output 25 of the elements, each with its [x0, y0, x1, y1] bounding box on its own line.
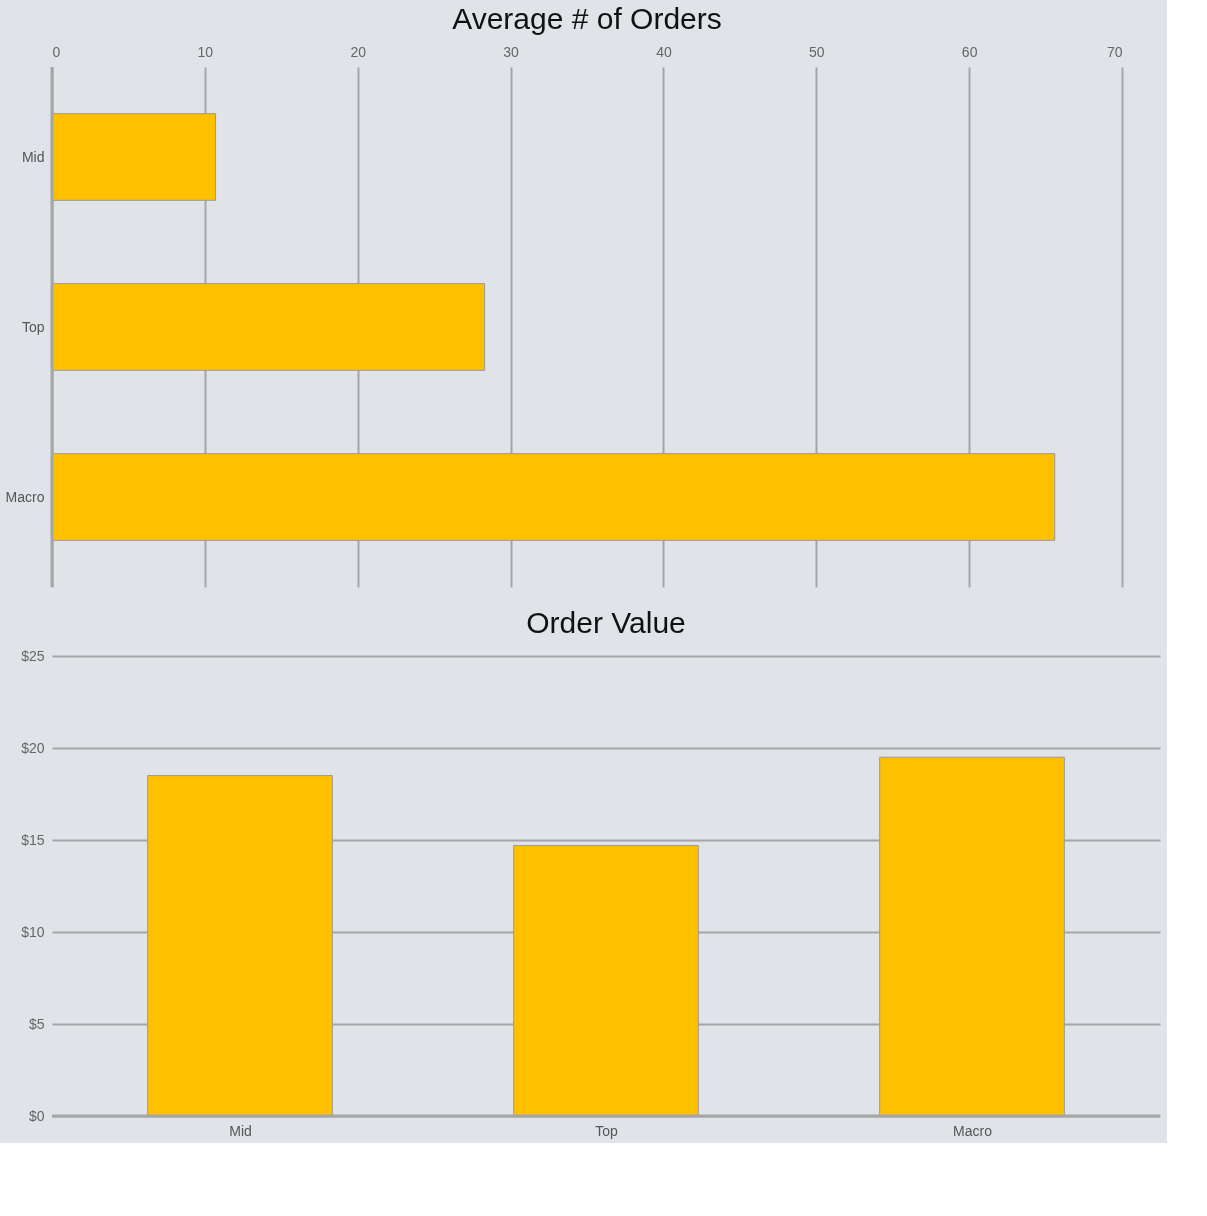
y-tick-label: Top	[21, 318, 45, 335]
y-tick-label: $5	[28, 1015, 45, 1032]
y-tick-label: $15	[21, 831, 45, 848]
chart-title: Order Value	[526, 606, 686, 639]
bar	[147, 775, 333, 1117]
x-tick-label: 60	[961, 43, 978, 60]
x-tick-label: 30	[503, 43, 520, 60]
y-tick-label: $0	[28, 1107, 45, 1124]
y-tick-label: Macro	[5, 488, 45, 505]
y-tick-label: $20	[21, 739, 45, 756]
y-tick-label: $10	[21, 923, 45, 940]
x-tick-label: 70	[1106, 43, 1123, 60]
bar	[879, 756, 1065, 1117]
y-tick-label: Mid	[21, 148, 45, 165]
x-tick-label: 20	[350, 43, 367, 60]
x-tick-label: 0	[52, 43, 61, 60]
x-tick-label: 50	[809, 43, 825, 60]
chart-title: Average # of Orders	[452, 2, 722, 35]
x-tick-label: Mid	[229, 1122, 252, 1139]
x-tick-label: 10	[197, 43, 214, 60]
y-tick-label: $25	[21, 647, 45, 664]
x-tick-label: Top	[595, 1122, 618, 1139]
x-tick-label: Macro	[953, 1122, 993, 1139]
bar	[513, 845, 699, 1117]
x-tick-label: 40	[656, 43, 672, 60]
